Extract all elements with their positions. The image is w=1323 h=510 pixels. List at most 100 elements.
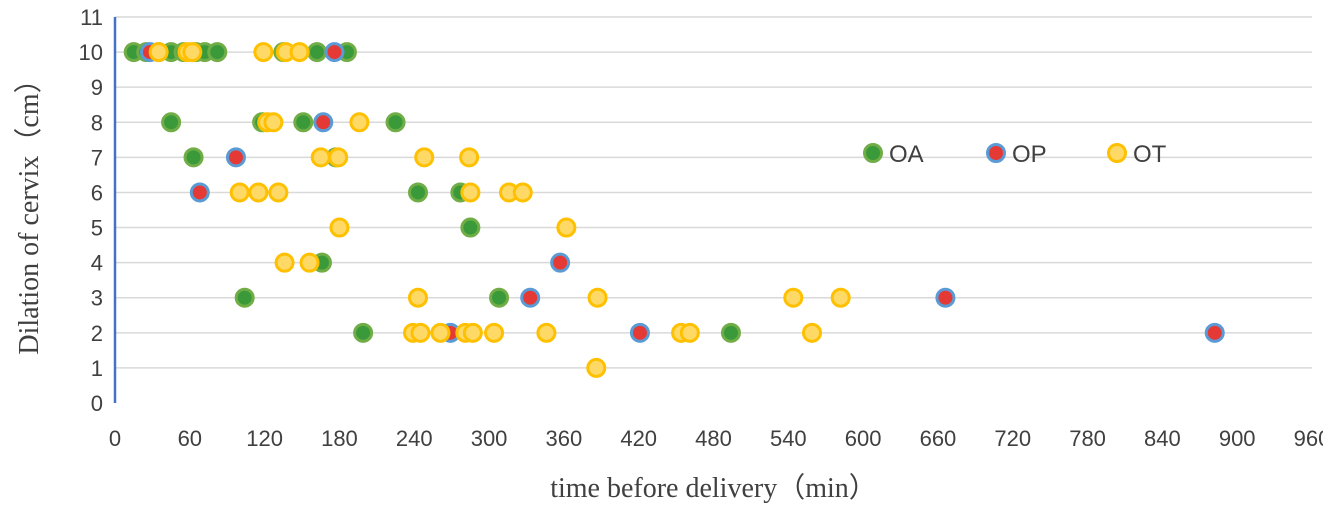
x-tick-label: 0 [109, 426, 121, 451]
data-point [520, 287, 541, 308]
data-point [720, 322, 741, 343]
data-point [148, 42, 169, 63]
data-point [512, 182, 533, 203]
data-point [234, 287, 255, 308]
x-tick-label: 420 [620, 426, 657, 451]
legend-label: OT [1133, 141, 1167, 168]
data-point [414, 147, 435, 168]
data-point [407, 287, 428, 308]
data-point [324, 42, 345, 63]
data-point [253, 42, 274, 63]
data-point [935, 287, 956, 308]
y-tick-label: 0 [91, 391, 103, 416]
data-point [299, 252, 320, 273]
x-tick-label: 120 [246, 426, 283, 451]
data-point [783, 287, 804, 308]
legend-label: OA [889, 141, 924, 168]
data-point [385, 112, 406, 133]
data-point [430, 322, 451, 343]
data-point [313, 112, 334, 133]
data-point [289, 42, 310, 63]
data-point [460, 217, 481, 238]
x-tick-label: 240 [396, 426, 433, 451]
x-tick-label: 600 [845, 426, 882, 451]
data-point [802, 322, 823, 343]
y-axis-title: Dilation of cervix（cm） [13, 65, 45, 354]
x-axis-title: time before delivery（min） [550, 472, 877, 504]
legend: OA OP OT [863, 141, 1167, 168]
series-op [139, 42, 1225, 343]
y-tick-label: 5 [91, 216, 103, 241]
legend-label: OP [1012, 141, 1047, 168]
data-point [830, 287, 851, 308]
x-tick-label: 720 [994, 426, 1031, 451]
legend-marker [1107, 143, 1127, 163]
y-tick-label: 9 [91, 75, 103, 100]
legend-item-ot: OT [1107, 141, 1167, 168]
legend-marker [986, 143, 1006, 163]
x-tick-label: 960 [1294, 426, 1323, 451]
y-tick-label: 11 [80, 5, 103, 30]
data-point [586, 357, 607, 378]
data-point [410, 322, 431, 343]
data-point [679, 322, 700, 343]
data-point [328, 147, 349, 168]
data-point [629, 322, 650, 343]
data-point [587, 287, 608, 308]
data-point [310, 147, 331, 168]
x-tick-label: 180 [321, 426, 358, 451]
data-point [460, 182, 481, 203]
y-tick-label: 1 [91, 356, 103, 381]
x-tick-label: 840 [1144, 426, 1181, 451]
legend-item-oa: OA [863, 141, 924, 168]
y-tick-label: 3 [91, 286, 103, 311]
y-tick-label: 10 [79, 40, 103, 65]
data-point [550, 252, 571, 273]
data-point [189, 182, 210, 203]
data-point [161, 112, 182, 133]
x-tick-label: 540 [770, 426, 807, 451]
y-tick-label: 4 [91, 251, 103, 276]
data-point [263, 112, 284, 133]
data-point [183, 147, 204, 168]
data-point [349, 112, 370, 133]
data-point [329, 217, 350, 238]
data-point [306, 42, 327, 63]
x-tick-label: 900 [1219, 426, 1256, 451]
data-point [225, 147, 246, 168]
x-tick-label: 60 [178, 426, 202, 451]
data-point [268, 182, 289, 203]
x-tick-label: 780 [1069, 426, 1106, 451]
x-tick-label: 480 [695, 426, 732, 451]
data-point [293, 112, 314, 133]
data-point [489, 287, 510, 308]
y-tick-labels: 0 1 2 3 4 5 6 7 8 9 10 11 [79, 5, 103, 416]
data-point [407, 182, 428, 203]
data-point [556, 217, 577, 238]
data-point [353, 322, 374, 343]
y-tick-label: 2 [91, 321, 103, 346]
data-point [459, 147, 480, 168]
y-tick-label: 7 [91, 145, 103, 170]
data-point [274, 252, 295, 273]
data-point [207, 42, 228, 63]
data-point [1204, 322, 1225, 343]
data-point [248, 182, 269, 203]
x-tick-label: 300 [471, 426, 508, 451]
x-tick-labels: 0 60 120 180 240 300 360 420 480 540 600 660 720 780 8… [109, 426, 1323, 451]
data-point [484, 322, 505, 343]
legend-item-op: OP [986, 141, 1047, 168]
data-point [229, 182, 250, 203]
data-point [182, 42, 203, 63]
legend-marker [863, 143, 883, 163]
x-tick-label: 360 [546, 426, 583, 451]
y-tick-label: 8 [91, 110, 103, 135]
y-tick-label: 6 [91, 180, 103, 205]
grid-lines [115, 16, 1312, 369]
data-point [462, 322, 483, 343]
data-points [123, 42, 1225, 378]
x-tick-label: 660 [920, 426, 957, 451]
series-ot [148, 42, 851, 378]
data-point [536, 322, 557, 343]
